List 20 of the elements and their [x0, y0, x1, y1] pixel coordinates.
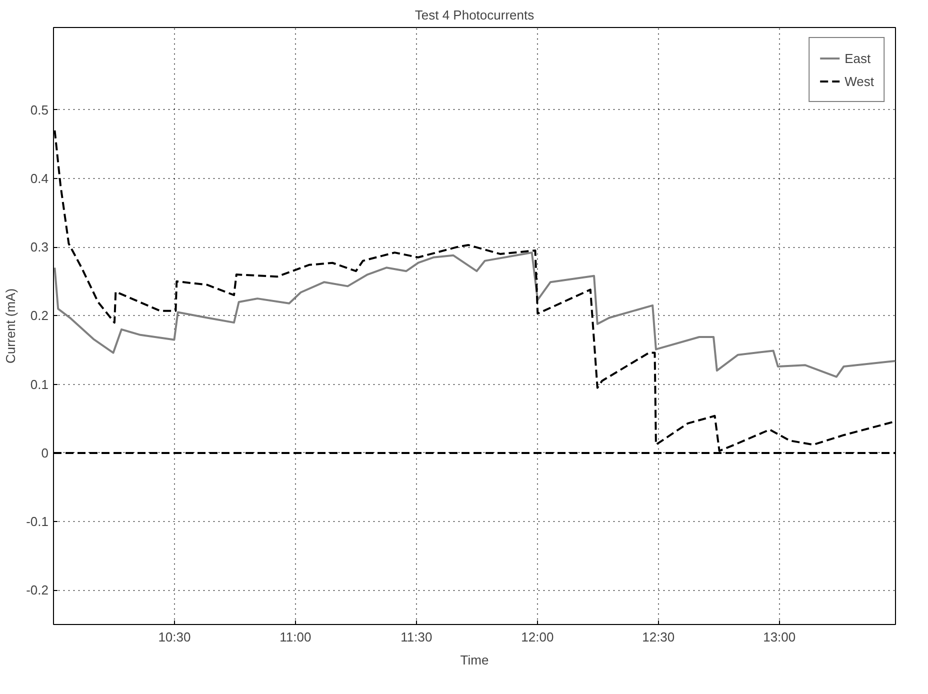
legend-label: West	[844, 74, 874, 88]
x-tick-label: 12:30	[642, 630, 675, 644]
line-series	[54, 252, 896, 378]
y-tick-label: 0.3	[30, 240, 49, 255]
y-tick-label: -0.1	[26, 514, 49, 530]
y-axis-title: Current (mA)	[3, 288, 18, 364]
x-tick-label: 10:30	[158, 630, 191, 644]
chart-title: Test 4 Photocurrents	[414, 8, 535, 22]
x-tick-label: 11:00	[280, 630, 312, 644]
y-tick-label: -0.2	[26, 582, 49, 598]
x-tick-label: 13:00	[763, 630, 796, 644]
x-tick-label: 12:00	[521, 630, 554, 644]
y-tick-label: 0.1	[30, 376, 49, 392]
x-axis-title: Time	[460, 652, 489, 668]
y-tick-label: 0.5	[30, 102, 49, 118]
x-tick-label: 11:30	[400, 630, 432, 644]
y-tick-label: 0.2	[30, 308, 49, 324]
y-tick-label: 0	[41, 445, 49, 460]
legend-label: East	[844, 50, 871, 66]
y-tick-label: 0.4	[30, 170, 49, 186]
